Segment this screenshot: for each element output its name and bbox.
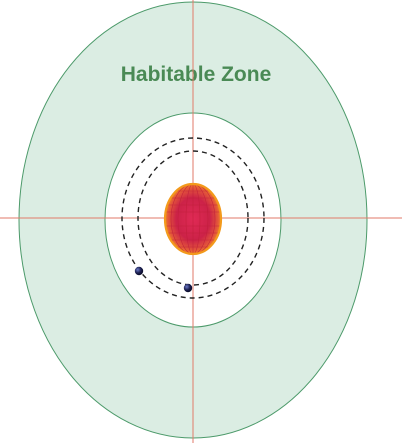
star xyxy=(165,184,221,254)
planet-inner xyxy=(135,267,143,275)
planet-outer xyxy=(184,284,192,292)
habitable-zone-label: Habitable Zone xyxy=(121,63,272,86)
